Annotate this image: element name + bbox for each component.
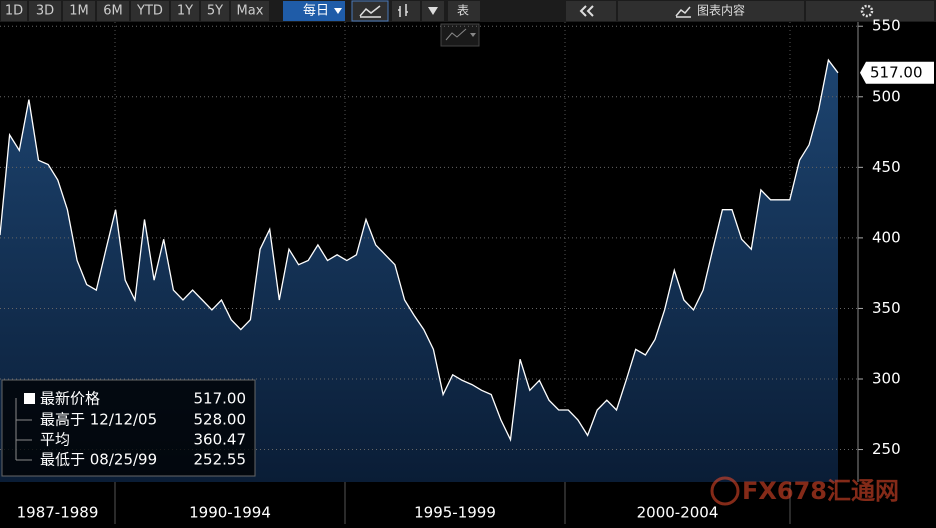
dropdown-icon [428, 7, 438, 15]
collapse-icon [579, 5, 594, 17]
y-tick-label: 550 [872, 17, 901, 35]
price-line [0, 58, 839, 442]
watermark-logo [710, 476, 740, 506]
range-button[interactable] [201, 1, 229, 21]
legend-swatch [24, 393, 35, 404]
range-label[interactable]: Max [237, 4, 264, 19]
line-icon [359, 5, 381, 18]
legend-stat-value: 528.00 [194, 411, 247, 429]
ohlc-icon [398, 4, 408, 17]
x-tick-label: 1987-1989 [17, 504, 99, 522]
legend-name: 最新价格 [40, 390, 100, 408]
frequency-button[interactable] [283, 1, 345, 21]
y-tick-label: 400 [872, 228, 901, 246]
range-button[interactable] [231, 1, 269, 21]
range-button[interactable] [1, 1, 27, 21]
last-value-label: 517.00 [870, 63, 923, 81]
settings-icon [860, 4, 874, 18]
plot: 250 300 350 400 450 500 550 517.00 1987-1989 1990… [0, 17, 934, 524]
range-button[interactable] [171, 1, 199, 21]
content-icon [675, 6, 691, 18]
mini-icon [445, 28, 467, 41]
range-label[interactable]: 1D [5, 4, 23, 19]
range-label[interactable]: 1Y [177, 4, 193, 19]
x-tick-label: 1990-1994 [189, 504, 271, 522]
last-value-box [860, 61, 934, 84]
frequency-label[interactable]: 每日 [303, 3, 329, 19]
settings-button[interactable] [806, 1, 934, 21]
legend-box [1, 379, 256, 477]
range-button[interactable] [97, 1, 129, 21]
area-fill [0, 60, 838, 482]
y-tick-label: 450 [872, 158, 901, 176]
y-tick-label: 250 [872, 440, 901, 458]
collapse-button[interactable] [566, 1, 616, 21]
legend-stat-label: 平均 [40, 431, 70, 449]
range-label[interactable]: 6M [103, 4, 123, 19]
dropdown-icon [470, 33, 476, 37]
range-button[interactable] [131, 1, 169, 21]
dropdown-icon [334, 8, 342, 14]
chart-content-label[interactable]: 图表内容 [697, 3, 745, 18]
table-button[interactable] [448, 1, 480, 21]
legend-stat-label: 最高于 12/12/05 [40, 411, 157, 429]
range-button[interactable] [29, 1, 61, 21]
range-button[interactable] [63, 1, 95, 21]
line-chart-button[interactable] [351, 0, 389, 22]
range-label[interactable]: 1M [69, 4, 89, 19]
toolbar-buttons: 1D 3D 1M 6M YTD 1Y 5Y Max [1, 1, 269, 21]
legend-stat-value: 252.55 [194, 451, 247, 469]
y-tick-label: 500 [872, 87, 901, 105]
legend-value: 517.00 [194, 390, 247, 408]
x-tick-label: 1995-1999 [414, 504, 496, 522]
table-label[interactable]: 表 [457, 4, 469, 18]
watermark: FX678汇通网 [742, 477, 899, 505]
y-tick-label: 300 [872, 369, 901, 387]
range-label[interactable]: YTD [136, 4, 163, 19]
x-tick-label: 2000-2004 [637, 504, 719, 522]
legend-stat-value: 360.47 [194, 431, 247, 449]
y-tick-label: 350 [872, 299, 901, 317]
chart-content-button[interactable] [618, 1, 804, 21]
legend-stat-label: 最低于 08/25/99 [40, 451, 157, 469]
range-label[interactable]: 5Y [207, 4, 223, 19]
range-label[interactable]: 3D [36, 4, 54, 19]
